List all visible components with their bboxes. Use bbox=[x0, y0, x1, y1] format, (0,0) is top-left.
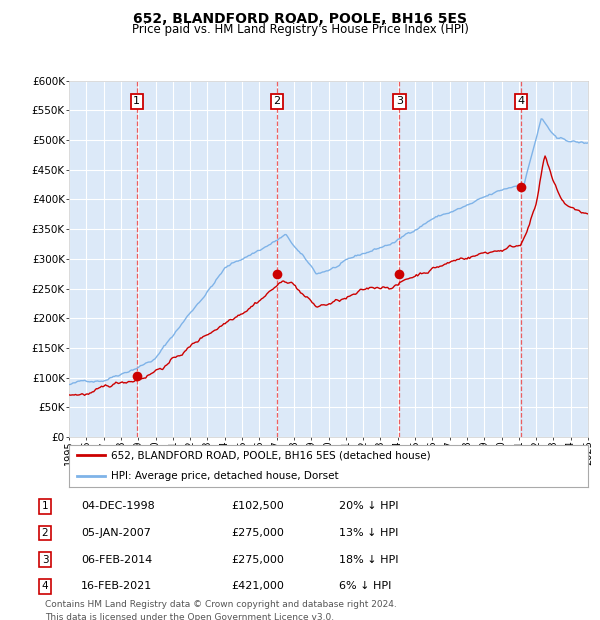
Text: £275,000: £275,000 bbox=[231, 555, 284, 565]
Text: 6% ↓ HPI: 6% ↓ HPI bbox=[339, 582, 391, 591]
Text: 1: 1 bbox=[133, 96, 140, 107]
Text: 4: 4 bbox=[41, 582, 49, 591]
Text: £102,500: £102,500 bbox=[231, 502, 284, 512]
Text: £421,000: £421,000 bbox=[231, 582, 284, 591]
Text: 652, BLANDFORD ROAD, POOLE, BH16 5ES (detached house): 652, BLANDFORD ROAD, POOLE, BH16 5ES (de… bbox=[110, 450, 430, 460]
Text: 4: 4 bbox=[517, 96, 524, 107]
Text: 16-FEB-2021: 16-FEB-2021 bbox=[81, 582, 152, 591]
Text: 18% ↓ HPI: 18% ↓ HPI bbox=[339, 555, 398, 565]
Text: 05-JAN-2007: 05-JAN-2007 bbox=[81, 528, 151, 538]
Text: 06-FEB-2014: 06-FEB-2014 bbox=[81, 555, 152, 565]
Text: 04-DEC-1998: 04-DEC-1998 bbox=[81, 502, 155, 512]
Text: Price paid vs. HM Land Registry's House Price Index (HPI): Price paid vs. HM Land Registry's House … bbox=[131, 23, 469, 36]
Text: 1: 1 bbox=[41, 502, 49, 512]
Text: 2: 2 bbox=[274, 96, 281, 107]
Text: 13% ↓ HPI: 13% ↓ HPI bbox=[339, 528, 398, 538]
Text: Contains HM Land Registry data © Crown copyright and database right 2024.: Contains HM Land Registry data © Crown c… bbox=[45, 600, 397, 609]
Text: 3: 3 bbox=[396, 96, 403, 107]
Text: 2: 2 bbox=[41, 528, 49, 538]
Text: £275,000: £275,000 bbox=[231, 528, 284, 538]
Text: 652, BLANDFORD ROAD, POOLE, BH16 5ES: 652, BLANDFORD ROAD, POOLE, BH16 5ES bbox=[133, 12, 467, 27]
Text: This data is licensed under the Open Government Licence v3.0.: This data is licensed under the Open Gov… bbox=[45, 613, 334, 620]
Text: 20% ↓ HPI: 20% ↓ HPI bbox=[339, 502, 398, 512]
Text: 3: 3 bbox=[41, 555, 49, 565]
Text: HPI: Average price, detached house, Dorset: HPI: Average price, detached house, Dors… bbox=[110, 471, 338, 481]
